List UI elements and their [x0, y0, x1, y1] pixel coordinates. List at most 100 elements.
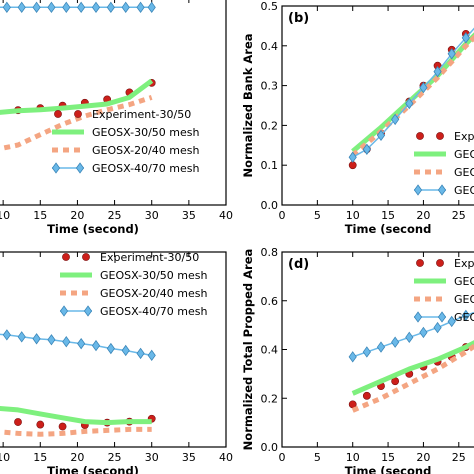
legend-marker [62, 253, 70, 261]
y-axis-title: Normalized Total Propped Area [241, 249, 255, 451]
x-axis-title: Time (second) [47, 222, 139, 236]
legend-marker [83, 305, 93, 317]
y-tick-label: 0.6 [261, 295, 279, 308]
data-point-diamond [362, 143, 371, 155]
legend-label: Experiment-30/50 [92, 108, 191, 121]
series-4 [348, 27, 474, 163]
x-tick-label: 40 [219, 451, 233, 464]
data-point-diamond [62, 336, 71, 348]
x-tick-label: 5 [314, 209, 321, 222]
data-point-diamond [17, 1, 26, 13]
panel-label: (b) [288, 11, 309, 26]
legend-marker [82, 253, 90, 261]
y-tick-label: 0.1 [261, 159, 279, 172]
data-point [36, 420, 45, 429]
x-tick-label: 10 [346, 209, 360, 222]
data-point-diamond [17, 331, 26, 343]
legend-label: GEOS [454, 184, 474, 197]
series-2 [0, 405, 152, 426]
chart-panel-4: 0 5 10 15 20 25 0.0 0.2 0.4 0.6 0.8 Time (second Nor… [241, 246, 474, 474]
chart-panel-2: 0 5 10 15 20 25 0.0 0.1 0.2 0.3 0.4 0.5 Time (second… [241, 0, 474, 236]
y-axis-title: Normalized Bank Area [241, 33, 255, 177]
legend: Experiment-30/50 GEOSX-30/50 mesh GEOSX-20… [51, 108, 199, 175]
data-point-diamond [121, 344, 130, 357]
data-point-diamond [2, 1, 11, 13]
y-tick-label: 0.2 [261, 119, 279, 132]
x-tick-label: 20 [416, 209, 430, 222]
x-tick-label: 25 [452, 209, 466, 222]
x-tick-label: 25 [108, 451, 122, 464]
y-tick-label: 0.0 [261, 199, 279, 212]
legend-marker [75, 162, 85, 174]
data-point-diamond [62, 1, 71, 13]
data-point-diamond [447, 315, 456, 328]
data-point-diamond [376, 341, 386, 353]
chart-panel-1: 10 15 20 25 30 35 40 Time (second) Experiment-30… [0, 0, 233, 236]
legend-label: Expe [454, 257, 474, 270]
legend-label: Experiment-30/50 [100, 251, 199, 264]
data-point-diamond [433, 321, 442, 334]
y-tick-label: 0.3 [261, 80, 279, 93]
legend-marker [436, 132, 444, 140]
chart-panel-3: 10 15 20 25 30 35 40 Time (second) Experiment-30… [0, 251, 233, 474]
x-tick-label: 10 [346, 451, 360, 464]
data-point-diamond [376, 129, 386, 142]
x-tick-label: 0 [279, 209, 286, 222]
legend-marker [416, 132, 424, 140]
data-point-diamond [405, 97, 414, 110]
data-point-diamond [77, 1, 86, 13]
data-point-diamond [136, 1, 145, 13]
x-tick-label: 40 [219, 209, 233, 222]
legend-label: GEOS [454, 148, 474, 161]
legend: Expe GEOS GEOS GEOS [413, 257, 474, 324]
legend-marker [74, 110, 82, 118]
y-tick-label: 0.2 [261, 392, 279, 405]
data-point-diamond [106, 342, 115, 355]
x-tick-label: 20 [70, 451, 84, 464]
series-dashed-line [351, 343, 474, 413]
data-point-diamond [461, 309, 470, 322]
plot-area [0, 1, 156, 152]
y-tick-label: 0.5 [261, 0, 279, 13]
legend-marker [437, 311, 447, 323]
x-tick-label: 15 [381, 209, 395, 222]
data-point-diamond [32, 333, 41, 345]
x-tick-label: 15 [33, 209, 47, 222]
x-axis-title: Time (second [345, 464, 432, 474]
x-tick-label: 35 [182, 209, 196, 222]
x-tick-label: 20 [70, 209, 84, 222]
data-point-diamond [362, 346, 371, 358]
x-tick-label: 10 [0, 451, 10, 464]
legend-label: GEOS [454, 293, 474, 306]
x-axis-title: Time (second) [47, 464, 139, 474]
legend-label: GEOS [454, 275, 474, 288]
data-point-diamond [32, 1, 41, 13]
data-point-diamond [419, 326, 428, 339]
data-point-diamond [447, 48, 456, 60]
x-tick-label: 15 [381, 451, 395, 464]
data-point-diamond [106, 1, 115, 13]
legend-label: GEOSX-40/70 mesh [92, 162, 199, 175]
x-tick-label: 10 [0, 209, 10, 222]
data-point-diamond [91, 1, 101, 13]
x-tick-label: 5 [314, 451, 321, 464]
legend-marker [416, 259, 424, 267]
legend: Experiment-30/50 GEOS GEOS GEOS [413, 130, 474, 197]
data-point-diamond [433, 65, 442, 78]
y-tick-label: 0.0 [261, 441, 279, 454]
legend-marker [51, 162, 61, 174]
data-point-diamond [121, 1, 130, 13]
series-4 [348, 309, 474, 363]
series-line [0, 405, 152, 426]
plot-area [348, 309, 474, 413]
series-2 [351, 340, 474, 396]
legend: Experiment-30/50 GEOSX-30/50 mesh GEOSX-20… [59, 251, 207, 318]
data-point-diamond [348, 151, 357, 163]
y-tick-label: 0.4 [261, 40, 279, 53]
series-4 [0, 329, 156, 362]
data-point-diamond [391, 336, 400, 348]
x-tick-label: 15 [33, 451, 47, 464]
x-axis-title: Time (second [345, 222, 432, 236]
legend-label: GEOSX-20/40 mesh [100, 287, 207, 300]
